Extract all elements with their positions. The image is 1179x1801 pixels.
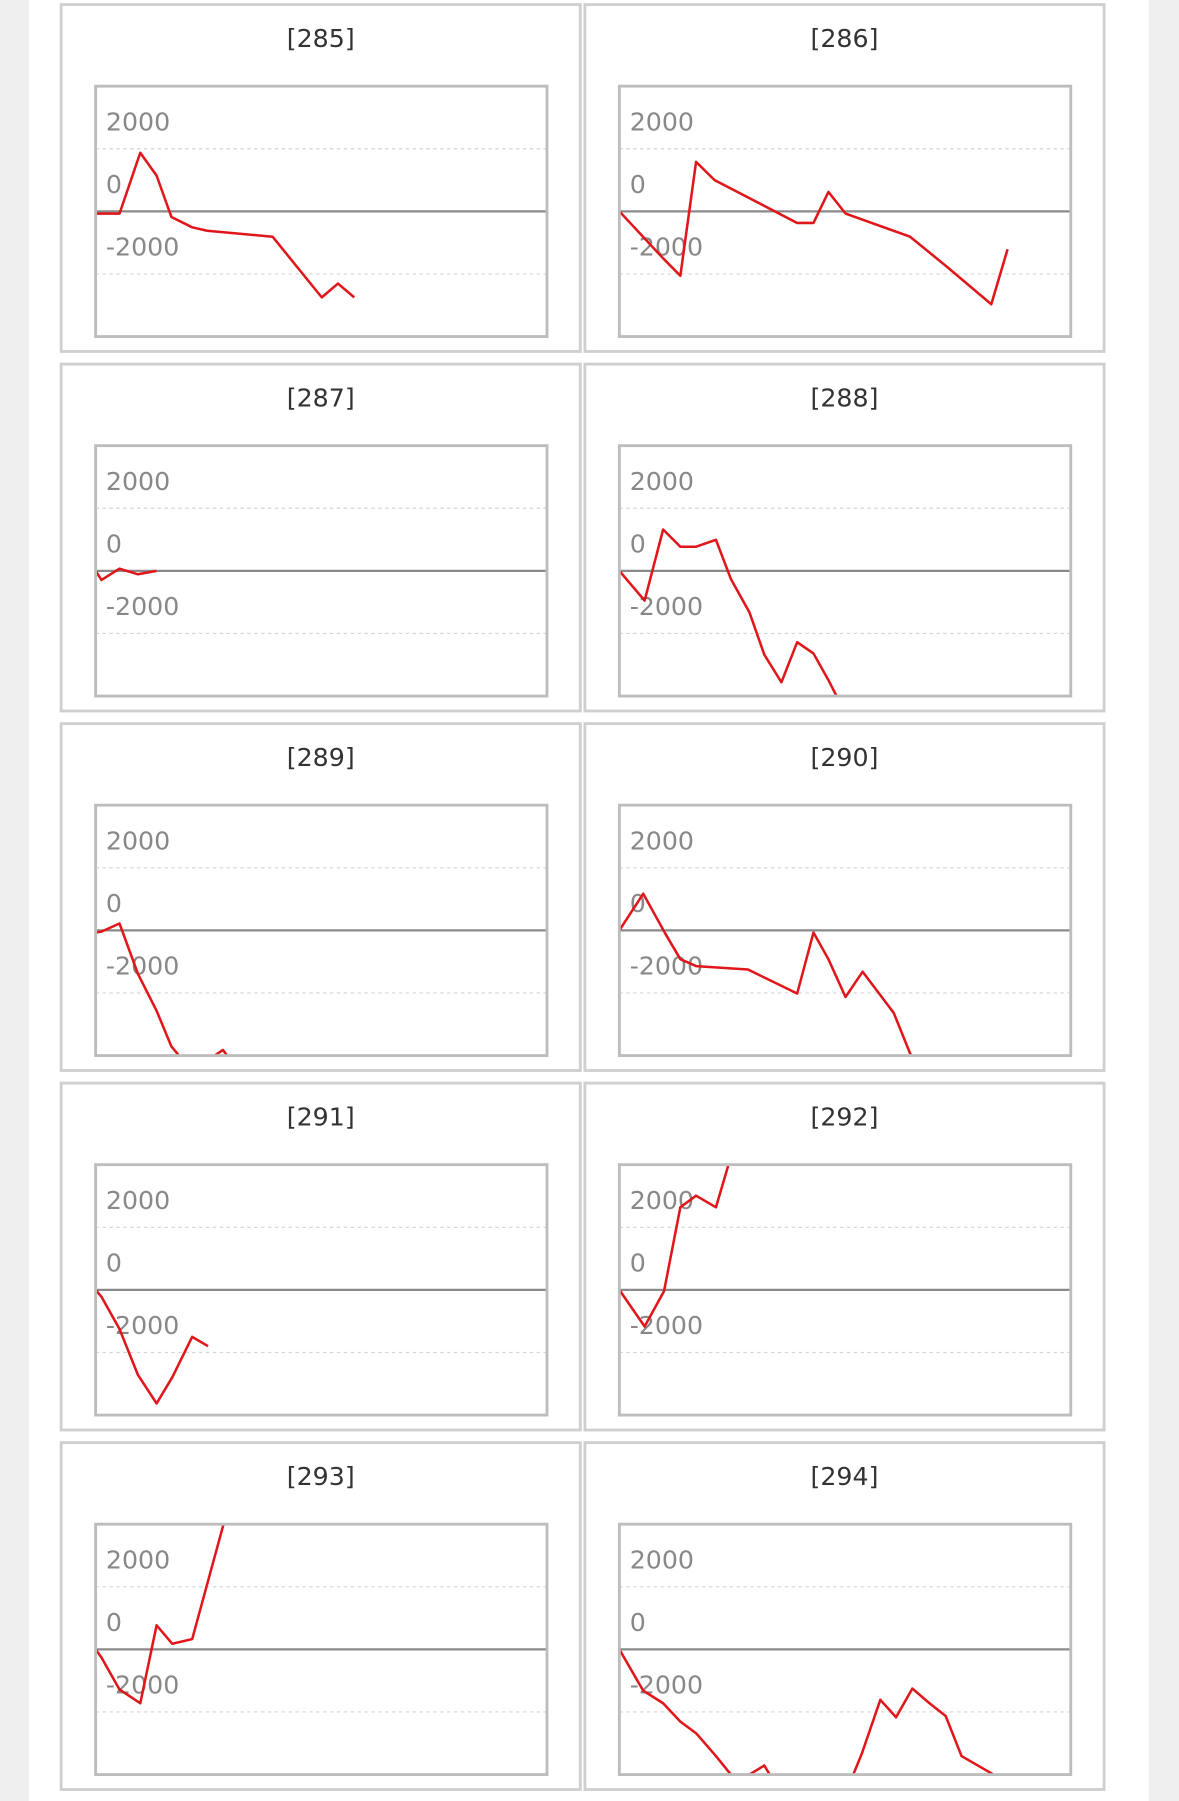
chart-title: [287] [287, 384, 355, 413]
y-tick-label: -2000 [630, 952, 703, 981]
data-line [619, 1648, 995, 1775]
data-line [95, 1289, 209, 1405]
data-line [619, 160, 1009, 306]
y-tick-label: 0 [630, 170, 646, 199]
y-tick-label: 2000 [630, 467, 694, 496]
y-tick-label: 2000 [630, 826, 694, 855]
chart-title: [285] [287, 24, 355, 53]
panel-frame [583, 3, 1106, 353]
y-tick-label: 0 [106, 889, 122, 918]
data-line [95, 1524, 225, 1705]
panel-frame [583, 1441, 1106, 1791]
plot-frame [617, 84, 1073, 338]
panel-frame [59, 722, 582, 1072]
data-line [95, 567, 157, 582]
y-tick-label: 2000 [106, 107, 170, 136]
y-tick-label: -2000 [630, 233, 703, 262]
plot-frame [94, 803, 549, 1057]
data-line [619, 1164, 730, 1328]
chart-title: [290] [811, 743, 879, 772]
chart-panel: [287] 2000 0 -2000 [59, 362, 582, 713]
chart-title: [288] [811, 384, 879, 413]
y-tick-label: -2000 [106, 233, 179, 262]
panel-frame [59, 1081, 582, 1432]
chart-title: [291] [287, 1103, 355, 1132]
panel-frame [59, 362, 582, 713]
y-tick-label: -2000 [106, 592, 179, 621]
y-tick-label: -2000 [630, 1671, 703, 1700]
panel-frame [583, 1081, 1106, 1432]
y-tick-label: 2000 [106, 826, 170, 855]
plot-frame [94, 84, 549, 338]
y-tick-label: 0 [630, 530, 646, 559]
plot-frame [617, 1522, 1073, 1777]
plot-frame [94, 444, 549, 698]
chart-panel: [286] 2000 0 -2000 [583, 3, 1106, 353]
chart-title: [286] [811, 24, 879, 53]
y-tick-label: 0 [106, 1249, 122, 1278]
panel-frame [583, 362, 1106, 713]
y-tick-label: 2000 [630, 1186, 694, 1215]
y-tick-label: 0 [106, 530, 122, 559]
data-line [95, 922, 229, 1056]
plot-frame [617, 1163, 1073, 1417]
chart-panel: [285] 2000 0 -2000 [59, 3, 582, 353]
chart-panel: [289] 2000 0 -2000 [59, 722, 582, 1072]
chart-title: [289] [287, 743, 355, 772]
y-tick-label: 2000 [106, 1186, 170, 1215]
chart-title: [294] [811, 1462, 879, 1491]
y-tick-label: 0 [106, 170, 122, 199]
y-tick-label: 0 [106, 1608, 122, 1637]
y-tick-label: 2000 [630, 107, 694, 136]
plot-frame [617, 444, 1073, 698]
data-line [619, 892, 913, 1056]
y-tick-label: -2000 [630, 1311, 703, 1340]
chart-panel: [294] 2000 0 -2000 [583, 1441, 1106, 1791]
y-tick-label: 0 [630, 1249, 646, 1278]
plot-frame [617, 803, 1073, 1057]
y-tick-label: 2000 [106, 1546, 170, 1575]
data-line [619, 528, 839, 697]
chart-panel: [292] 2000 0 -2000 [583, 1081, 1106, 1432]
panel-frame [59, 1441, 582, 1791]
y-tick-label: 0 [630, 1608, 646, 1637]
chart-title: [293] [287, 1462, 355, 1491]
panel-frame [59, 3, 582, 353]
plot-frame [94, 1163, 549, 1417]
y-tick-label: 2000 [630, 1546, 694, 1575]
panel-frame [583, 722, 1106, 1072]
y-tick-label: -2000 [106, 952, 179, 981]
y-tick-label: 2000 [106, 467, 170, 496]
plot-frame [94, 1522, 549, 1777]
chart-title: [292] [811, 1103, 879, 1132]
data-line [95, 151, 356, 299]
